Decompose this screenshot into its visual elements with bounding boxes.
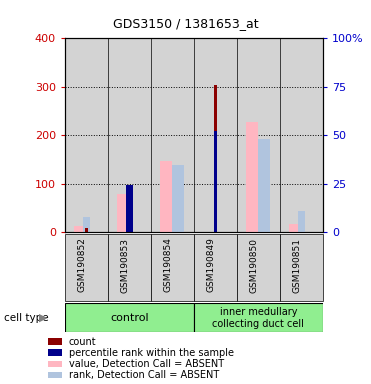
- Text: GDS3150 / 1381653_at: GDS3150 / 1381653_at: [113, 17, 258, 30]
- Bar: [289, 224, 301, 232]
- Bar: [173, 166, 184, 232]
- Bar: [108, 234, 151, 301]
- Text: GSM190849: GSM190849: [206, 238, 215, 293]
- Bar: [85, 228, 88, 232]
- Bar: [246, 122, 258, 232]
- Bar: [298, 211, 305, 232]
- Bar: [258, 139, 270, 232]
- Text: percentile rank within the sample: percentile rank within the sample: [69, 348, 234, 358]
- Bar: [117, 194, 129, 232]
- Bar: [214, 85, 217, 232]
- Bar: [48, 338, 62, 344]
- Bar: [194, 303, 323, 332]
- Bar: [237, 234, 280, 301]
- Bar: [237, 38, 280, 232]
- Bar: [48, 372, 62, 378]
- Bar: [214, 131, 217, 232]
- Bar: [108, 38, 151, 232]
- Bar: [48, 349, 62, 356]
- Text: GSM190851: GSM190851: [292, 238, 301, 293]
- Bar: [65, 234, 108, 301]
- Bar: [74, 226, 86, 232]
- Bar: [280, 38, 323, 232]
- Bar: [65, 303, 194, 332]
- Bar: [194, 234, 237, 301]
- Bar: [160, 161, 173, 232]
- Text: inner medullary
collecting duct cell: inner medullary collecting duct cell: [212, 307, 304, 329]
- Text: ▶: ▶: [39, 313, 47, 323]
- Bar: [83, 217, 90, 232]
- Text: rank, Detection Call = ABSENT: rank, Detection Call = ABSENT: [69, 370, 219, 380]
- Text: count: count: [69, 336, 96, 346]
- Text: GSM190850: GSM190850: [249, 238, 258, 293]
- Bar: [280, 234, 323, 301]
- Bar: [48, 361, 62, 367]
- Text: value, Detection Call = ABSENT: value, Detection Call = ABSENT: [69, 359, 224, 369]
- Text: GSM190854: GSM190854: [163, 238, 173, 293]
- Text: GSM190852: GSM190852: [78, 238, 86, 293]
- Bar: [65, 38, 108, 232]
- Bar: [151, 234, 194, 301]
- Bar: [126, 185, 132, 232]
- Bar: [194, 38, 237, 232]
- Text: control: control: [110, 313, 149, 323]
- Bar: [151, 38, 194, 232]
- Text: GSM190853: GSM190853: [120, 238, 129, 293]
- Text: cell type: cell type: [4, 313, 48, 323]
